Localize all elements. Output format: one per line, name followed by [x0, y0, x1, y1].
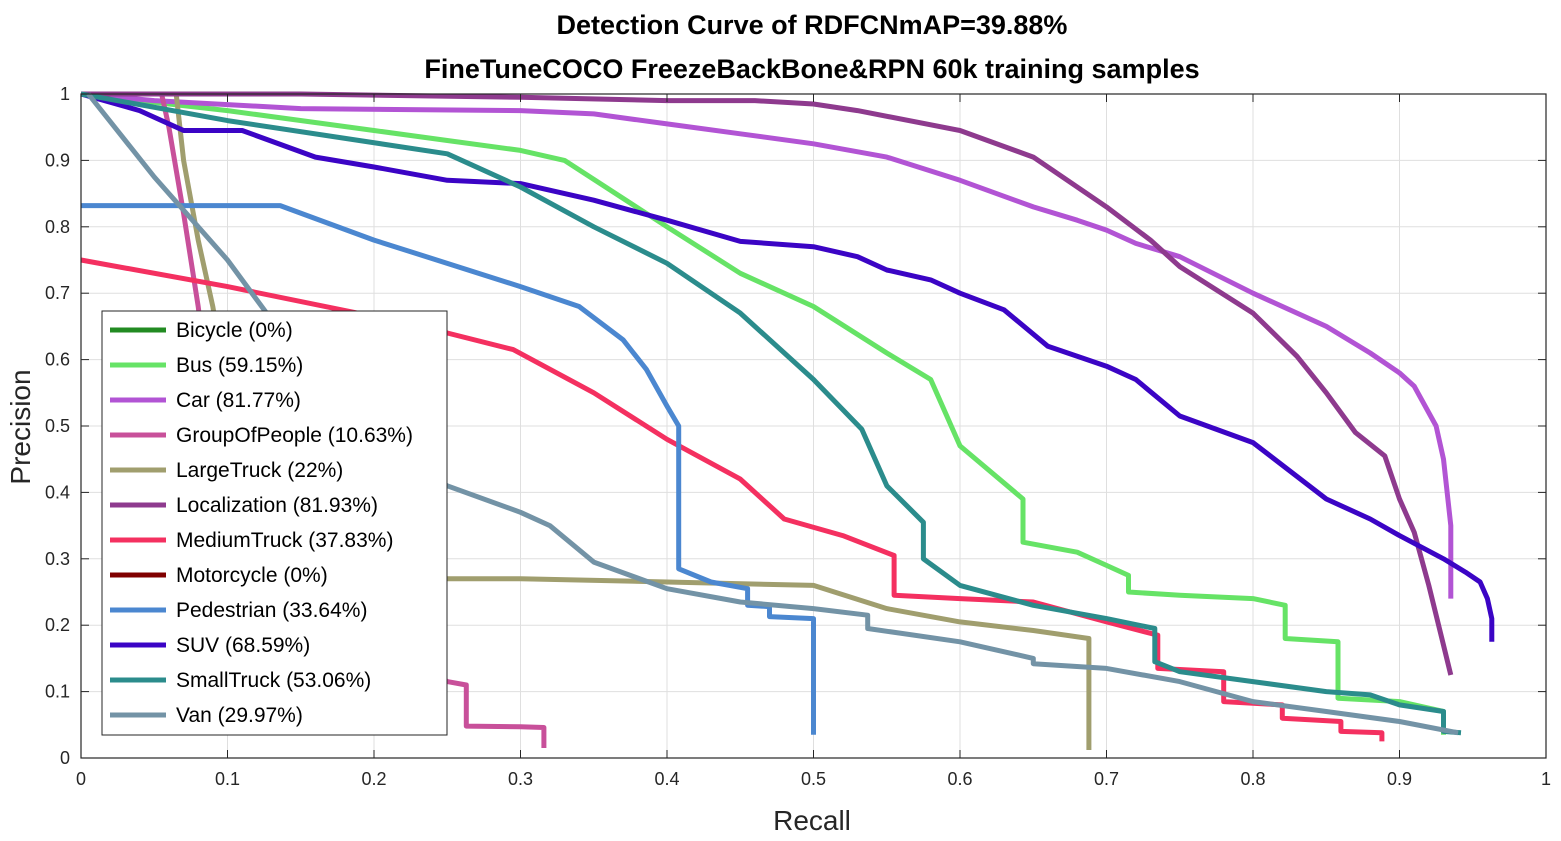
legend-label-car: Car (81.77%): [176, 389, 301, 412]
x-tick-label: 1: [1541, 769, 1551, 789]
y-tick-label: 0.5: [45, 416, 70, 436]
legend-label-pedestrian: Pedestrian (33.64%): [176, 599, 367, 622]
x-axis-ticks: 0 0.1 0.2 0.3 0.4 0.5 0.6 0.7 0.8 0.9 1: [76, 94, 1551, 789]
legend: Bicycle (0%) Bus (59.15%) Car (81.77%) Grou…: [101, 310, 448, 736]
legend-label-bus: Bus (59.15%): [176, 354, 303, 377]
legend-label-suv: SUV (68.59%): [176, 634, 310, 657]
x-tick-label: 0.4: [654, 769, 679, 789]
legend-label-bicycle: Bicycle (0%): [176, 319, 293, 342]
y-axis-ticks: 0 0.1 0.2 0.3 0.4 0.5 0.6 0.7 0.8 0.9 1: [45, 84, 1546, 768]
series-line-pedestrian: [81, 203, 816, 735]
series-line-smalltruck: [80, 91, 1462, 736]
legend-label-mediumtruck: MediumTruck (37.83%): [176, 529, 393, 552]
series-line-localization: [81, 91, 1454, 676]
x-tick-label: 0.1: [215, 769, 240, 789]
series-line-mediumtruck: [80, 257, 1385, 742]
legend-label-motorcycle: Motorcycle (0%): [176, 564, 328, 587]
legend-items: Bicycle (0%) Bus (59.15%) Car (81.77%) Grou…: [110, 319, 413, 727]
legend-label-groupofpeople: GroupOfPeople (10.63%): [176, 424, 413, 447]
x-tick-label: 0.9: [1387, 769, 1412, 789]
x-tick-label: 0.2: [361, 769, 386, 789]
x-tick-label: 0: [76, 769, 86, 789]
y-tick-label: 0.1: [45, 682, 70, 702]
legend-label-van: Van (29.97%): [176, 704, 303, 727]
x-tick-label: 0.6: [947, 769, 972, 789]
series-line-car: [80, 91, 1454, 599]
y-tick-label: 0.8: [45, 217, 70, 237]
y-axis-label: Precision: [5, 369, 36, 484]
legend-label-smalltruck: SmallTruck (53.06%): [176, 669, 371, 692]
series-line-bus: [80, 91, 1446, 735]
y-tick-label: 1: [60, 84, 70, 104]
x-tick-label: 0.3: [508, 769, 533, 789]
x-tick-label: 0.5: [801, 769, 826, 789]
legend-label-largetruck: LargeTruck (22%): [176, 459, 343, 482]
chart-subtitle: FineTuneCOCO FreezeBackBone&RPN 60k trai…: [424, 54, 1199, 84]
x-axis-label: Recall: [773, 805, 851, 836]
y-tick-label: 0: [60, 748, 70, 768]
y-tick-label: 0.7: [45, 283, 70, 303]
y-tick-label: 0.4: [45, 482, 70, 502]
x-tick-label: 0.7: [1094, 769, 1119, 789]
y-tick-label: 0.2: [45, 615, 70, 635]
chart-title: Detection Curve of RDFCNmAP=39.88%: [557, 10, 1068, 40]
y-tick-label: 0.6: [45, 350, 70, 370]
legend-label-localization: Localization (81.93%): [176, 494, 378, 517]
y-tick-label: 0.9: [45, 150, 70, 170]
series-line-suv: [80, 91, 1495, 642]
y-tick-label: 0.3: [45, 549, 70, 569]
legend-box: [101, 310, 448, 736]
x-tick-label: 0.8: [1240, 769, 1265, 789]
